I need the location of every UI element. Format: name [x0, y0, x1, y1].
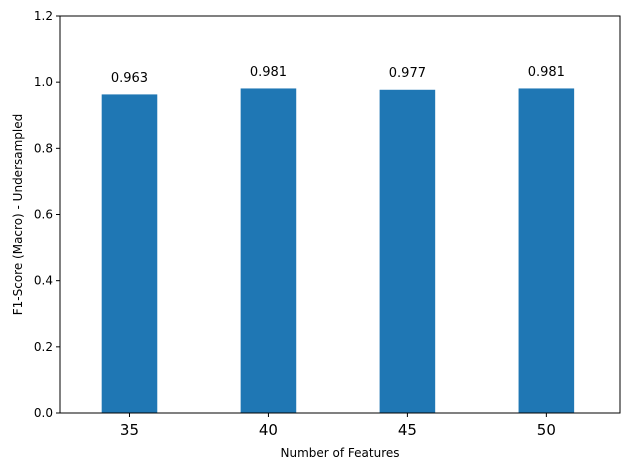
bars	[101, 88, 575, 414]
x-tick-label: 40	[259, 421, 278, 439]
data-label: 0.981	[250, 65, 287, 80]
bar-45	[379, 89, 436, 414]
y-axis-title: F1-Score (Macro) - Undersampled	[11, 114, 25, 316]
y-tick-label: 0.4	[34, 274, 53, 288]
y-tick-label: 0.2	[34, 340, 53, 354]
x-tick-label: 45	[398, 421, 417, 439]
bar-50	[518, 88, 575, 413]
bar-40	[240, 88, 297, 413]
x-axis-title: Number of Features	[281, 446, 400, 460]
x-tick-label: 50	[537, 421, 556, 439]
bar-35	[101, 94, 158, 413]
x-axis-ticks: 35 40 45 50	[120, 413, 556, 439]
data-labels: 0.963 0.981 0.977 0.981	[111, 65, 565, 86]
x-tick-label: 35	[120, 421, 139, 439]
y-tick-label: 0.6	[34, 208, 53, 222]
y-tick-label: 1.0	[34, 75, 53, 89]
y-axis-ticks: 0.0 0.2 0.4 0.6 0.8 1.0 1.2	[34, 9, 60, 420]
data-label: 0.963	[111, 71, 148, 86]
y-tick-label: 0.0	[34, 406, 53, 420]
y-tick-label: 0.8	[34, 141, 53, 155]
data-label: 0.977	[389, 66, 426, 81]
plot-frame	[59, 15, 621, 414]
y-tick-label: 1.2	[34, 9, 53, 23]
data-label: 0.981	[528, 65, 565, 80]
